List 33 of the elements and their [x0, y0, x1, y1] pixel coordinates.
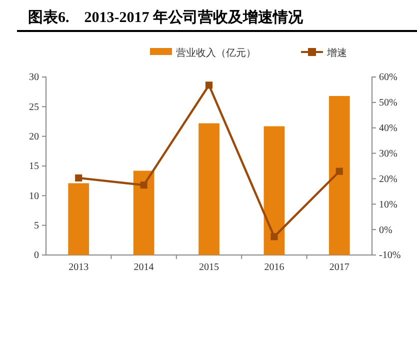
y2-tick-label: 20% — [379, 174, 398, 185]
y-tick-label: 20 — [29, 132, 39, 143]
y2-tick-label: 60% — [379, 72, 398, 84]
x-tick-label: 2017 — [329, 262, 350, 274]
bar — [198, 123, 220, 255]
y2-tick-label: 40% — [379, 123, 398, 134]
x-tick-label: 2016 — [264, 262, 284, 274]
y-tick-label: 25 — [29, 102, 39, 113]
x-tick-label: 2015 — [199, 262, 219, 274]
bar — [328, 96, 350, 255]
bar — [133, 170, 154, 255]
x-tick-label: 2014 — [134, 262, 154, 274]
bar — [264, 126, 285, 255]
point — [75, 174, 82, 182]
y-tick-label: 0 — [34, 250, 39, 262]
y2-tick-label: 0% — [379, 224, 392, 236]
point — [336, 168, 343, 175]
legend-label: 营业收入（亿元） — [176, 47, 256, 59]
point — [270, 233, 278, 240]
point — [205, 82, 213, 89]
legend-label: 增速 — [326, 47, 347, 59]
y2-tick-label: -10% — [379, 250, 401, 262]
y-tick-label: 30 — [29, 72, 39, 84]
y2-tick-label: 50% — [379, 98, 398, 109]
y-tick-label: 15 — [29, 161, 39, 172]
x-tick-label: 2013 — [68, 262, 89, 274]
y2-tick-label: 10% — [379, 199, 398, 210]
bar — [68, 183, 90, 255]
point — [140, 182, 148, 189]
chart-title: 图表6. 2013-2017 年公司营收及增速情况 — [28, 9, 304, 26]
y-tick-label: 10 — [29, 190, 39, 202]
y-tick-label: 5 — [34, 220, 39, 232]
y2-tick-label: 30% — [379, 148, 398, 160]
